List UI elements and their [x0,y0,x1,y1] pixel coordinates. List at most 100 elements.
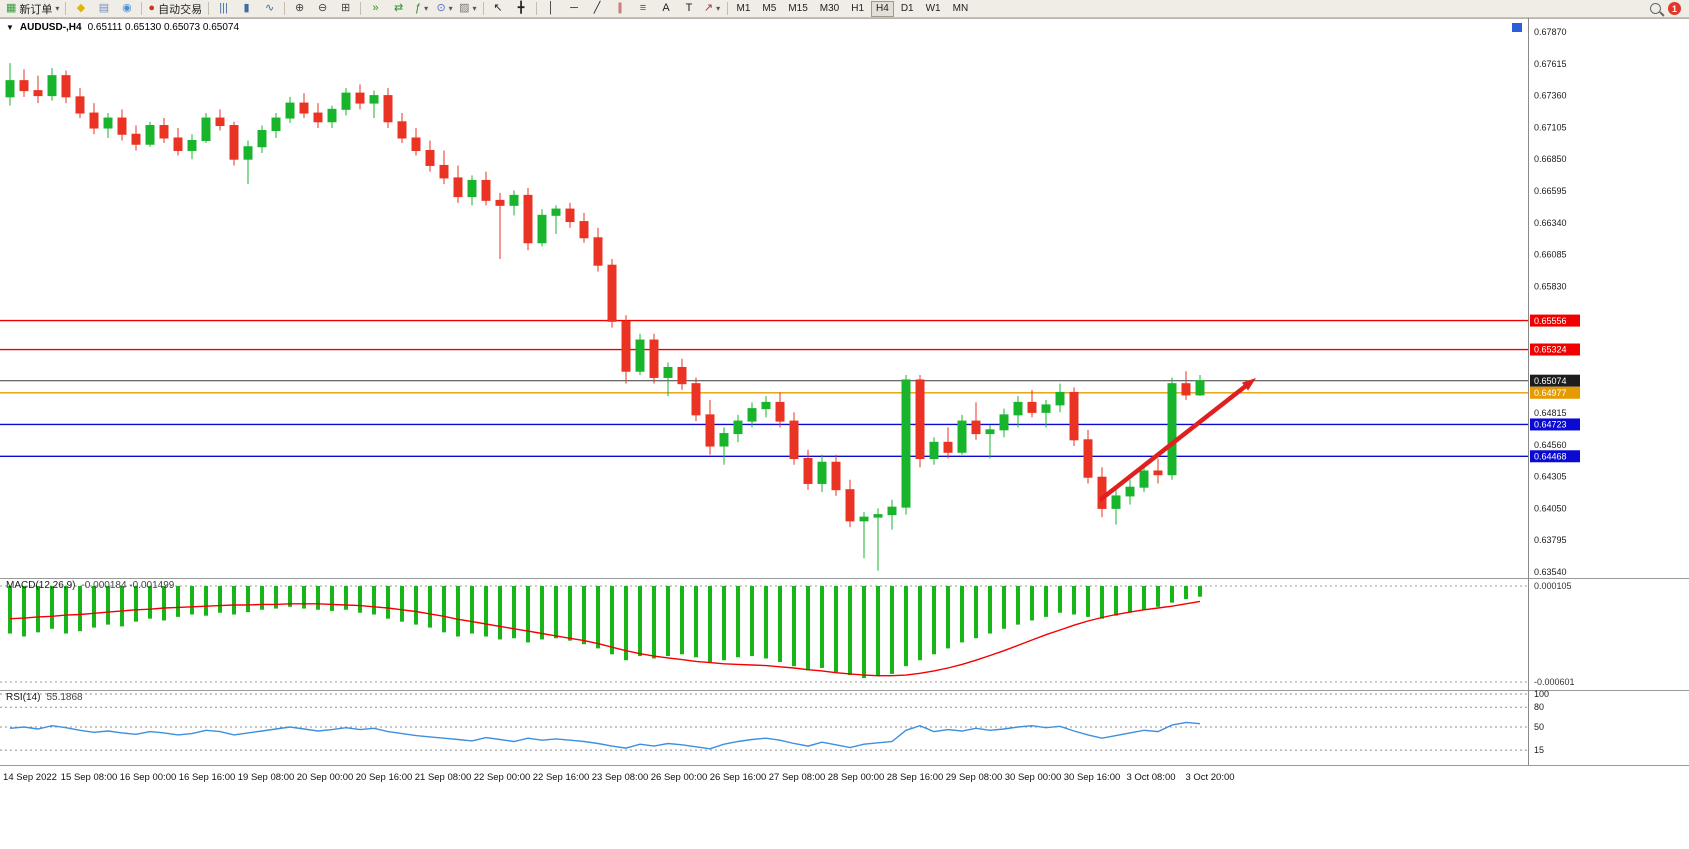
price-axis-label: 0.66595 [1534,186,1567,196]
timeframe-m5-button[interactable]: M5 [762,3,777,14]
search-icon[interactable] [1650,3,1661,14]
macd-histogram-bar [1086,586,1090,617]
time-axis[interactable]: 14 Sep 2022 15 Sep 08:00 16 Sep 00:00 16 Se… [0,765,1689,790]
cursor-button[interactable]: ↖ [487,0,510,18]
candle [229,121,239,166]
price-chart[interactable]: 0.67870 0.67615 0.67360 0.67105 0.66850 0.665… [0,18,1689,578]
price-tag: 0.65324 [1530,343,1580,356]
macd-histogram-bar [190,586,194,615]
macd-histogram-bar [1114,586,1118,616]
vertical-line-button[interactable]: │ [540,0,563,18]
toolbar-separator [482,2,484,15]
macd-histogram-bar [134,586,138,622]
rsi-label: RSI(14) 55.1868 [6,692,83,703]
horizontal-line-icon: ─ [570,2,578,14]
macd-histogram-bar [680,586,684,655]
macd-histogram-bar [344,586,348,610]
tile-windows-button[interactable]: ⊞ [334,0,357,18]
macd-histogram-bar [1072,586,1076,615]
vertical-line-icon: │ [547,2,555,14]
macd-histogram-bar [330,586,334,611]
channel-button[interactable]: ∥ [609,0,632,18]
macd-histogram-bar [792,586,796,667]
crosshair-button[interactable]: ╋ [510,0,533,18]
chart-shift-button[interactable]: ⇄ [387,0,410,18]
timeframe-h4-button[interactable]: H4 [871,0,894,17]
candle [467,175,477,206]
notification-badge[interactable]: 1 [1668,2,1681,15]
candle [425,140,435,172]
macd-histogram-bar [778,586,782,663]
autotrading-button[interactable]: ● 自动交易 [145,0,205,18]
candle [579,212,589,243]
text-button[interactable]: A [655,0,678,18]
macd-histogram-bar [848,586,852,676]
candle [481,171,491,206]
candle [957,414,967,455]
macd-histogram-bar [610,586,614,655]
time-axis-label: 3 Oct 08:00 [1126,772,1176,783]
rsi-indicator-pane[interactable]: 100 80 50 15 [0,690,1689,765]
macd-histogram-bar [624,586,628,661]
macd-histogram-bar [8,586,12,634]
price-axis-label: 0.64050 [1534,503,1567,513]
macd-histogram-bar [638,586,642,657]
timeframe-d1-button[interactable]: D1 [900,3,914,14]
timeframe-m30-button[interactable]: M30 [819,3,840,14]
timeframe-m15-button[interactable]: M15 [788,3,808,14]
macd-histogram-bar [750,586,754,657]
macd-histogram-bar [1100,586,1104,619]
timeframe-m1-button[interactable]: M1 [736,3,751,14]
chevron-down-icon: ▾ [472,4,477,13]
macd-histogram-bar [988,586,992,634]
autotrading-icon: ● [148,2,156,14]
candle [1195,374,1205,397]
horizontal-line-button[interactable]: ─ [563,0,586,18]
metaeditor-button[interactable]: ◆ [69,0,92,18]
print-button[interactable]: ▤ [92,0,115,18]
new-order-button[interactable]: ▦ 新订单 ▾ [3,0,62,18]
zoom-out-icon: ⊖ [317,2,328,14]
candle [341,88,351,116]
symbol-menu-icon[interactable]: ▼ [6,23,14,32]
candle [145,121,155,147]
indicators-button[interactable]: ƒ ▾ [410,0,433,18]
macd-histogram-bar [1184,586,1188,600]
timeframe-w1-button[interactable]: W1 [925,3,941,14]
shapes-button[interactable]: ↗ ▾ [701,0,724,18]
candle [61,70,71,104]
macd-histogram-bar [92,586,96,628]
signals-button[interactable]: ◉ [115,0,138,18]
svg-text:0.64468: 0.64468 [1534,451,1567,461]
periods-button[interactable]: ⊙ ▾ [433,0,456,18]
candlestick-chart-button[interactable]: ▮ [235,0,258,18]
candle [789,412,799,465]
macd-indicator-pane[interactable]: 0.000105 -0.000601 [0,578,1689,690]
fibonacci-button[interactable]: ≡ [632,0,655,18]
bar-chart-button[interactable]: ||| [212,0,235,18]
zoom-in-button[interactable]: ⊕ [288,0,311,18]
macd-histogram-bar [372,586,376,615]
templates-button[interactable]: ▨ ▾ [456,0,479,18]
timeframe-h1-button[interactable]: H1 [851,3,865,14]
label-button[interactable]: T [678,0,701,18]
trendline-button[interactable]: ╱ [586,0,609,18]
toolbar-separator [284,2,286,15]
macd-histogram-bar [890,586,894,674]
macd-histogram-bar [1016,586,1020,625]
candle [817,454,827,493]
macd-histogram-bar [400,586,404,622]
candle [215,109,225,131]
auto-scroll-button[interactable]: » [364,0,387,18]
macd-histogram-bar [708,586,712,663]
scroll-to-end-icon[interactable] [1512,23,1522,32]
timeframe-mn-button[interactable]: MN [952,3,969,14]
trend-arrow[interactable] [1098,378,1256,502]
macd-histogram-bar [736,586,740,658]
line-chart-button[interactable]: ∿ [258,0,281,18]
macd-histogram-bar [764,586,768,659]
zoom-out-button[interactable]: ⊖ [311,0,334,18]
macd-histogram-bar [232,586,236,615]
symbol-period-label: AUDUSD-,H4 [19,22,82,33]
macd-histogram-bar [1058,586,1062,613]
